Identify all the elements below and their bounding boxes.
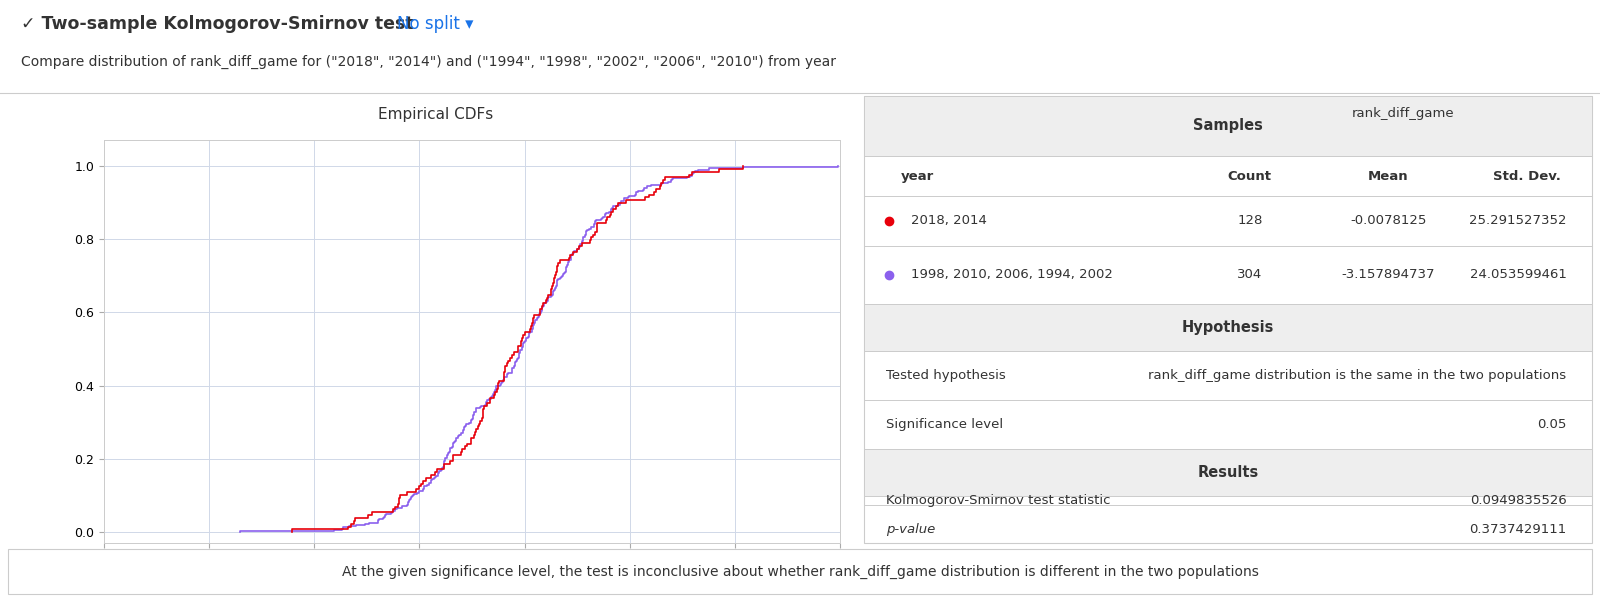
Text: 24.053599461: 24.053599461 (1470, 268, 1566, 281)
Text: 0.3737429111: 0.3737429111 (1469, 524, 1566, 536)
Text: Samples: Samples (1194, 118, 1262, 133)
Text: rank_diff_game distribution is the same in the two populations: rank_diff_game distribution is the same … (1149, 369, 1566, 382)
FancyBboxPatch shape (864, 96, 1592, 156)
Text: At the given significance level, the test is inconclusive about whether rank_dif: At the given significance level, the tes… (341, 565, 1259, 578)
Text: -3.157894737: -3.157894737 (1341, 268, 1435, 281)
Text: rank_diff_game: rank_diff_game (1352, 107, 1454, 120)
FancyBboxPatch shape (864, 449, 1592, 496)
Text: Kolmogorov-Smirnov test statistic: Kolmogorov-Smirnov test statistic (886, 494, 1110, 507)
Text: ✓ Two-sample Kolmogorov-Smirnov test: ✓ Two-sample Kolmogorov-Smirnov test (21, 15, 413, 33)
Text: 0.05: 0.05 (1538, 418, 1566, 431)
Text: Mean: Mean (1368, 170, 1408, 183)
Text: -0.0078125: -0.0078125 (1350, 214, 1426, 227)
Text: Results: Results (1197, 465, 1259, 480)
Text: 25.291527352: 25.291527352 (1469, 214, 1566, 227)
Text: p-value: p-value (886, 524, 934, 536)
Text: Std. Dev.: Std. Dev. (1493, 170, 1560, 183)
Text: Count: Count (1227, 170, 1272, 183)
Text: 1998, 2010, 2006, 1994, 2002: 1998, 2010, 2006, 1994, 2002 (912, 268, 1114, 281)
Text: Compare distribution of rank_diff_game for ("2018", "2014") and ("1994", "1998",: Compare distribution of rank_diff_game f… (21, 55, 835, 69)
Text: Significance level: Significance level (886, 418, 1003, 431)
Text: year: year (901, 170, 934, 183)
Text: Tested hypothesis: Tested hypothesis (886, 369, 1005, 382)
Text: 128: 128 (1237, 214, 1262, 227)
Text: 304: 304 (1237, 268, 1262, 281)
FancyBboxPatch shape (8, 549, 1592, 594)
Text: Hypothesis: Hypothesis (1182, 320, 1274, 335)
Text: Empirical CDFs: Empirical CDFs (378, 107, 494, 122)
Text: 2018, 2014: 2018, 2014 (912, 214, 987, 227)
Text: No split ▾: No split ▾ (397, 15, 474, 33)
Text: 0.0949835526: 0.0949835526 (1470, 494, 1566, 507)
FancyBboxPatch shape (864, 304, 1592, 351)
